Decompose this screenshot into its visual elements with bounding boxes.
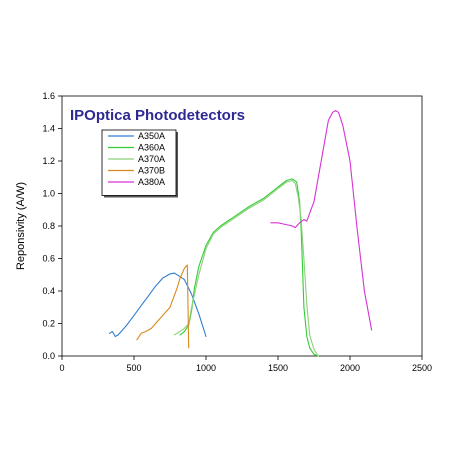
y-tick-label: 1.0 (42, 189, 55, 199)
y-tick-label: 0.4 (42, 286, 55, 296)
plot-area: 0 500 1000 1500 2000 2500 0.0 0.2 0.4 0.6 0.8 1.0 1.… (42, 91, 432, 373)
legend-label-a370b: A370B (138, 166, 165, 176)
y-tick-label: 0.8 (42, 221, 55, 231)
series-line-a360a (179, 178, 319, 357)
x-tick-label: 2500 (412, 363, 432, 373)
x-tick-label: 1500 (268, 363, 288, 373)
x-tick-label: 2000 (340, 363, 360, 373)
y-tick-label: 1.6 (42, 91, 55, 101)
series-line-a380a (270, 110, 373, 331)
x-tick-label: 1000 (196, 363, 216, 373)
y-tick-label: 0.6 (42, 254, 55, 264)
series-line-a370a (173, 179, 319, 357)
y-tick-label: 0.0 (42, 351, 55, 361)
series-line-a370b (136, 264, 190, 349)
chart-title: IPOptica Photodetectors (70, 107, 245, 124)
series-line-a350a (108, 272, 207, 338)
x-tick-label: 0 (59, 363, 64, 373)
legend-label-a350a: A350A (138, 131, 165, 141)
legend-label-a360a: A360A (138, 143, 165, 153)
y-tick-label: 1.4 (42, 124, 55, 134)
legend-box (101, 129, 177, 196)
x-tick-label: 500 (126, 363, 141, 373)
legend-label-a380a: A380A (138, 177, 165, 187)
y-axis-title: Reponsivity (A/W) (15, 182, 27, 270)
y-tick-label: 0.2 (42, 319, 55, 329)
y-tick-label: 1.2 (42, 156, 55, 166)
legend-label-a370a: A370A (138, 154, 165, 164)
